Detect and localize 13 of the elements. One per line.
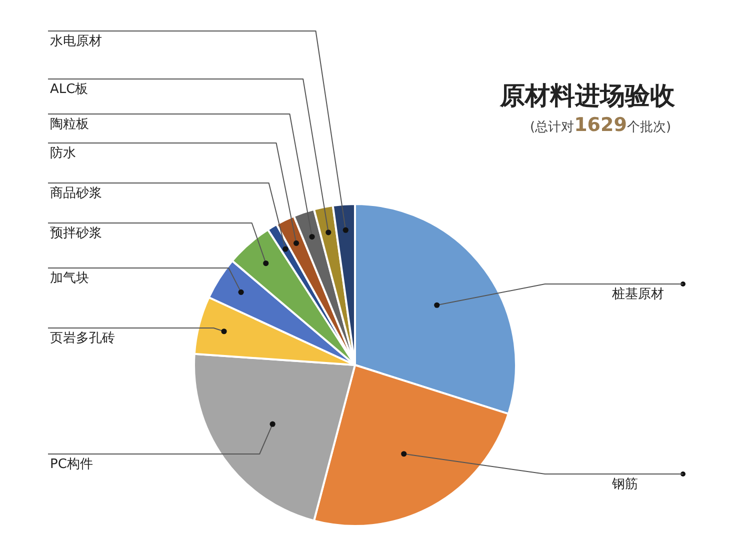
slice-label: 预拌砂浆 (50, 226, 102, 241)
slice-label: PC构件 (50, 457, 93, 472)
text: (总计对1629个批次) (530, 114, 672, 136)
slice-label: ALC板 (50, 82, 88, 97)
text: 原材料进场验收 (499, 81, 676, 110)
slice-label: 页岩多孔砖 (50, 331, 115, 346)
slice-label: 水电原材 (50, 34, 102, 49)
slice-label: 钢筋 (611, 477, 638, 492)
slice-label: 桩基原材 (611, 287, 664, 302)
slice-label: 防水 (50, 146, 76, 161)
slice-label: 陶粒板 (50, 117, 89, 132)
slice-label: 商品砂浆 (50, 186, 102, 201)
slice-label: 加气块 (50, 271, 89, 286)
